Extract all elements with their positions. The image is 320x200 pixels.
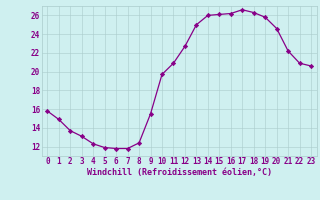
X-axis label: Windchill (Refroidissement éolien,°C): Windchill (Refroidissement éolien,°C) xyxy=(87,168,272,177)
